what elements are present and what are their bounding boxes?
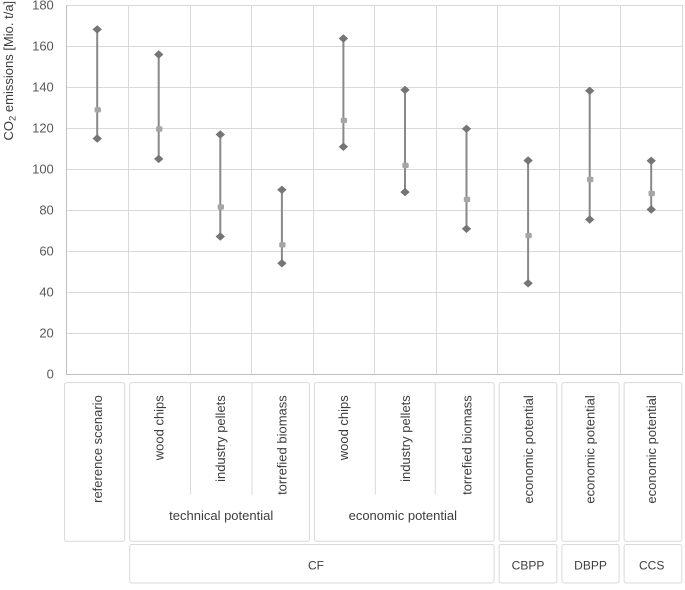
svg-text:140: 140 [32, 80, 54, 95]
svg-text:DBPP: DBPP [574, 559, 607, 573]
svg-text:100: 100 [32, 162, 54, 177]
svg-text:180: 180 [32, 0, 54, 13]
svg-text:80: 80 [39, 203, 53, 218]
svg-text:economic potential: economic potential [521, 395, 536, 504]
svg-text:economic potential: economic potential [644, 395, 659, 504]
svg-text:CCS: CCS [639, 559, 664, 573]
svg-text:industry pellets: industry pellets [213, 395, 228, 482]
svg-text:20: 20 [39, 326, 53, 341]
svg-text:CBPP: CBPP [512, 559, 545, 573]
svg-text:technical potential: technical potential [169, 508, 273, 523]
svg-text:160: 160 [32, 39, 54, 54]
svg-text:reference scenario: reference scenario [90, 395, 105, 503]
svg-text:CO2 emissions [Mio. t/a]: CO2 emissions [Mio. t/a] [1, 1, 19, 141]
svg-text:wood chips: wood chips [152, 395, 167, 462]
svg-text:0: 0 [47, 367, 54, 382]
svg-text:120: 120 [32, 121, 54, 136]
svg-text:40: 40 [39, 285, 53, 300]
svg-text:wood chips: wood chips [336, 395, 351, 462]
svg-text:torrefied biomass: torrefied biomass [275, 395, 290, 495]
svg-text:60: 60 [39, 244, 53, 259]
svg-text:economic potential: economic potential [583, 395, 598, 504]
svg-text:CF: CF [308, 559, 324, 573]
svg-text:economic potential: economic potential [349, 508, 458, 523]
svg-text:torrefied biomass: torrefied biomass [459, 395, 474, 495]
svg-text:industry pellets: industry pellets [398, 395, 413, 482]
